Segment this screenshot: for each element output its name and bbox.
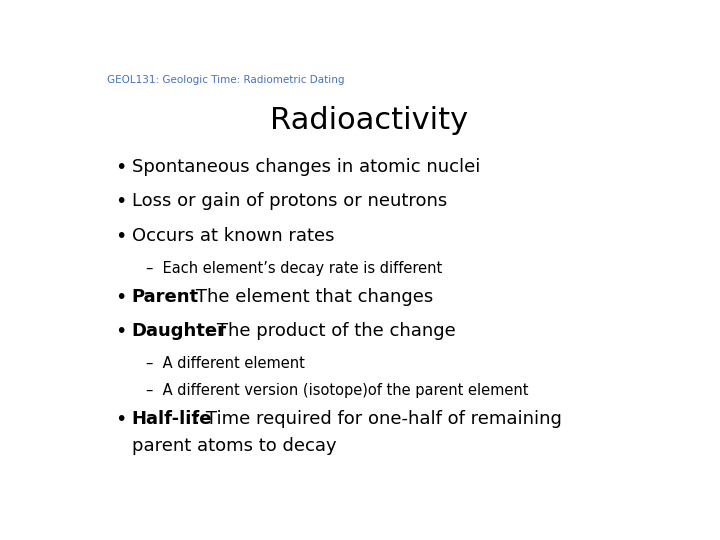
Text: : The element that changes: : The element that changes bbox=[184, 288, 433, 306]
Text: •: • bbox=[115, 410, 127, 429]
Text: –  A different version (isotope)of the parent element: – A different version (isotope)of the pa… bbox=[145, 383, 528, 398]
Text: •: • bbox=[115, 227, 127, 246]
Text: Spontaneous changes in atomic nuclei: Spontaneous changes in atomic nuclei bbox=[132, 158, 480, 177]
Text: : The product of the change: : The product of the change bbox=[205, 322, 456, 340]
Text: Half-life: Half-life bbox=[132, 410, 212, 428]
Text: Loss or gain of protons or neutrons: Loss or gain of protons or neutrons bbox=[132, 192, 447, 211]
Text: GEOL131: Geologic Time: Radiometric Dating: GEOL131: Geologic Time: Radiometric Dati… bbox=[107, 75, 344, 85]
Text: Radioactivity: Radioactivity bbox=[270, 106, 468, 136]
Text: Parent: Parent bbox=[132, 288, 199, 306]
Text: –  Each element’s decay rate is different: – Each element’s decay rate is different bbox=[145, 261, 442, 275]
Text: –  A different element: – A different element bbox=[145, 356, 305, 371]
Text: Daughter: Daughter bbox=[132, 322, 227, 340]
Text: parent atoms to decay: parent atoms to decay bbox=[132, 437, 336, 455]
Text: •: • bbox=[115, 192, 127, 212]
Text: : Time required for one-half of remaining: : Time required for one-half of remainin… bbox=[194, 410, 562, 428]
Text: •: • bbox=[115, 322, 127, 341]
Text: •: • bbox=[115, 288, 127, 307]
Text: Occurs at known rates: Occurs at known rates bbox=[132, 227, 334, 245]
Text: •: • bbox=[115, 158, 127, 177]
